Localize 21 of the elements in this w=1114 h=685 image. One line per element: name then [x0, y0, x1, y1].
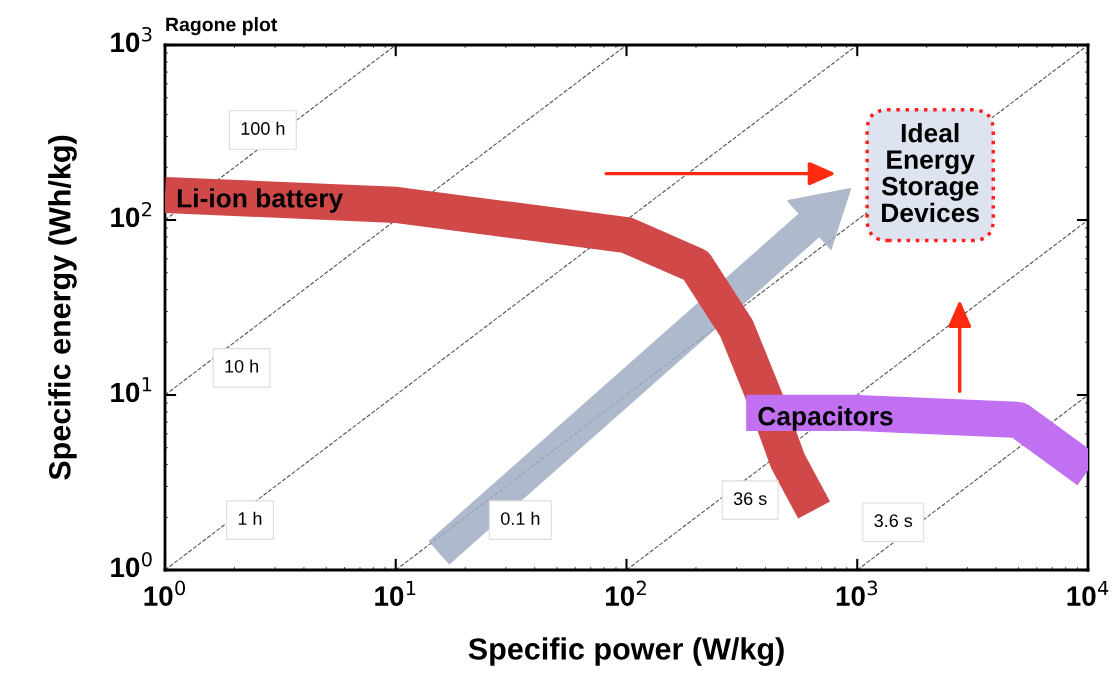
x-tick-label: 10$^{1}$ [375, 580, 416, 606]
y-tick-label: 10$^{1}$ [111, 377, 152, 403]
annotation: 36 s [733, 492, 767, 506]
annotation: Ideal Energy Storage Devices [881, 123, 979, 223]
x-tick-label: 10$^{0}$ [144, 580, 186, 606]
y-tick-label: 10$^{2}$ [111, 201, 152, 228]
y-axis-title: Specific energy (Wh/kg) [48, 135, 77, 480]
annotation: 100 h [241, 121, 285, 135]
y-tick-label: 10$^{0}$ [111, 551, 152, 578]
x-tick-label: 10$^{4}$ [1067, 580, 1109, 606]
x-tick-label: 10$^{2}$ [606, 580, 646, 606]
chart-title: Ragone plot [166, 17, 278, 36]
annotation: 3.6 s [874, 514, 913, 528]
series-label: Li-ion battery [177, 188, 344, 213]
x-axis-title: Specific power (W/kg) [468, 637, 784, 666]
annotation: 10 h [225, 359, 259, 373]
x-tick-label: 10$^{3}$ [836, 580, 877, 606]
series-label: Capacitors [758, 406, 893, 431]
y-tick-label: 10$^{3}$ [111, 26, 152, 53]
annotation: 1 h [238, 511, 262, 525]
annotation: 0.1 h [500, 511, 540, 525]
